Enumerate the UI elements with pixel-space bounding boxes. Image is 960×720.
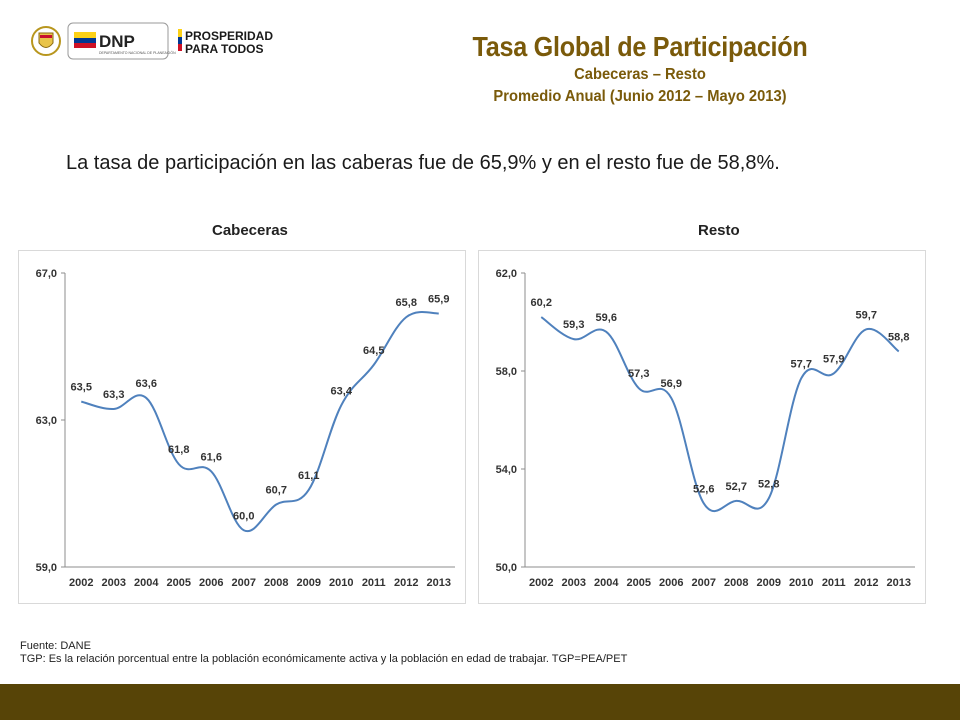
data-label: 63,4 bbox=[331, 385, 353, 397]
page-subtitle-1: Cabeceras – Resto bbox=[574, 66, 706, 83]
tgp-definition-note: TGP: Es la relación porcentual entre la … bbox=[20, 653, 628, 665]
x-tick-label: 2003 bbox=[102, 577, 126, 589]
data-label: 57,3 bbox=[628, 368, 649, 380]
data-label: 59,7 bbox=[856, 309, 877, 321]
x-tick-label: 2013 bbox=[887, 577, 911, 589]
y-tick-label: 58,0 bbox=[496, 366, 517, 378]
x-tick-label: 2007 bbox=[692, 577, 716, 589]
y-tick-label: 67,0 bbox=[36, 268, 57, 280]
chart-resto: 50,0 54,0 58,0 62,0 2002 2003 2004 2005 2006 2007… bbox=[478, 250, 926, 604]
data-label: 56,9 bbox=[661, 378, 682, 390]
chart-title-cabeceras: Cabeceras bbox=[212, 222, 288, 239]
data-label: 52,8 bbox=[758, 478, 779, 490]
y-tick-label: 54,0 bbox=[496, 464, 517, 476]
data-label: 52,7 bbox=[726, 481, 747, 493]
source-note: Fuente: DANE bbox=[20, 640, 91, 652]
data-label: 58,8 bbox=[888, 331, 909, 343]
x-tick-label: 2010 bbox=[789, 577, 813, 589]
chart-title-resto: Resto bbox=[698, 222, 740, 239]
x-tick-label: 2002 bbox=[529, 577, 553, 589]
x-tick-label: 2004 bbox=[594, 577, 619, 589]
x-tick-label: 2008 bbox=[724, 577, 748, 589]
y-tick-label: 62,0 bbox=[496, 268, 517, 280]
chart-resto-svg: 50,0 54,0 58,0 62,0 2002 2003 2004 2005 2006 2007… bbox=[496, 268, 915, 589]
data-label: 57,7 bbox=[791, 358, 812, 370]
series-line bbox=[80, 311, 439, 533]
x-tick-label: 2006 bbox=[659, 577, 683, 589]
chart-cabeceras-svg: 59,0 63,0 67,0 2002 2003 2004 2005 2006 2007 2008… bbox=[36, 268, 455, 589]
x-tick-label: 2003 bbox=[562, 577, 586, 589]
data-label: 64,5 bbox=[363, 345, 384, 357]
summary-text: La tasa de participación en las caberas … bbox=[66, 152, 780, 174]
svg-text:PROSPERIDAD: PROSPERIDAD bbox=[185, 29, 273, 43]
title-block: Tasa Global de Participación Cabeceras –… bbox=[360, 30, 920, 108]
x-tick-label: 2011 bbox=[822, 577, 846, 589]
footer-notes: Fuente: DANE TGP: Es la relación porcent… bbox=[20, 640, 627, 666]
data-label: 63,3 bbox=[103, 389, 124, 401]
x-tick-label: 2012 bbox=[854, 577, 878, 589]
x-tick-label: 2012 bbox=[394, 577, 418, 589]
prosperidad-para-todos-logo: PROSPERIDAD PARA TODOS bbox=[178, 29, 273, 56]
data-label: 60,2 bbox=[531, 297, 552, 309]
colombia-shield-icon bbox=[31, 26, 61, 56]
x-tick-label: 2009 bbox=[757, 577, 781, 589]
data-label: 52,6 bbox=[693, 483, 714, 495]
data-label: 65,9 bbox=[428, 293, 449, 305]
svg-text:PARA TODOS: PARA TODOS bbox=[185, 42, 263, 56]
svg-text:DEPARTAMENTO NACIONAL DE PLANE: DEPARTAMENTO NACIONAL DE PLANEACIÓN bbox=[99, 50, 176, 55]
y-tick-label: 50,0 bbox=[496, 562, 517, 574]
data-label: 59,3 bbox=[563, 319, 584, 331]
data-label: 65,8 bbox=[396, 297, 417, 309]
data-label: 57,9 bbox=[823, 353, 844, 365]
x-tick-label: 2002 bbox=[69, 577, 93, 589]
page-subtitle-2: Promedio Anual (Junio 2012 – Mayo 2013) bbox=[493, 88, 787, 105]
data-label: 61,1 bbox=[298, 470, 319, 482]
data-label: 60,0 bbox=[233, 510, 254, 522]
x-tick-label: 2010 bbox=[329, 577, 353, 589]
data-label: 60,7 bbox=[266, 485, 287, 497]
x-tick-label: 2007 bbox=[232, 577, 256, 589]
dnp-logo: DNP DEPARTAMENTO NACIONAL DE PLANEACIÓN bbox=[67, 22, 176, 60]
data-label: 59,6 bbox=[596, 312, 617, 324]
x-tick-label: 2011 bbox=[362, 577, 386, 589]
data-label: 61,6 bbox=[201, 451, 222, 463]
series-line bbox=[540, 316, 900, 512]
x-tick-label: 2005 bbox=[167, 577, 191, 589]
x-tick-label: 2005 bbox=[627, 577, 651, 589]
x-tick-label: 2009 bbox=[297, 577, 321, 589]
header-logos: DNP DEPARTAMENTO NACIONAL DE PLANEACIÓN … bbox=[28, 20, 298, 62]
data-label: 61,8 bbox=[168, 444, 189, 456]
x-tick-label: 2013 bbox=[427, 577, 451, 589]
svg-text:DNP: DNP bbox=[99, 32, 135, 51]
x-tick-label: 2004 bbox=[134, 577, 159, 589]
page-title: Tasa Global de Participación bbox=[472, 31, 808, 62]
x-tick-label: 2008 bbox=[264, 577, 288, 589]
chart-cabeceras: 59,0 63,0 67,0 2002 2003 2004 2005 2006 2007 2008… bbox=[18, 250, 466, 604]
x-tick-label: 2006 bbox=[199, 577, 223, 589]
data-label: 63,6 bbox=[136, 378, 157, 390]
y-tick-label: 63,0 bbox=[36, 415, 57, 427]
data-label: 63,5 bbox=[71, 382, 92, 394]
bottom-bar bbox=[0, 684, 960, 720]
y-tick-label: 59,0 bbox=[36, 562, 57, 574]
